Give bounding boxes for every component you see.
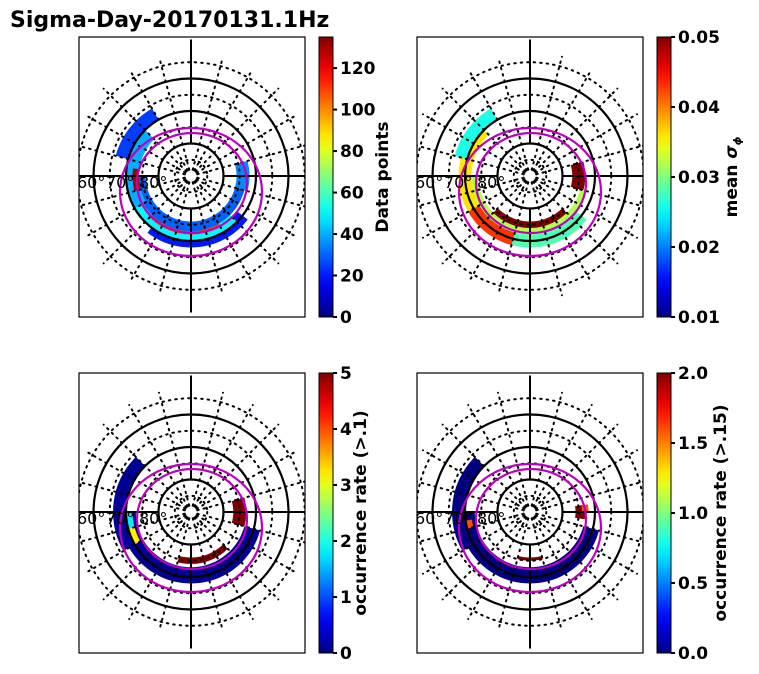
lat-tick-label: 60° (415, 509, 443, 528)
colorbar (318, 372, 334, 654)
oval-inner-boundary (474, 467, 588, 571)
colorbar-tick-label: 100 (340, 101, 376, 121)
oval-outer-boundary (118, 462, 264, 594)
colorbar-tick-label: 1.0 (678, 504, 708, 524)
axes-frame (78, 372, 306, 654)
axes-frame (416, 36, 644, 318)
lat-circle-dotted (512, 494, 548, 530)
data-cell (454, 108, 498, 160)
data-cell (126, 130, 155, 209)
colorbar-tick-label: 0.04 (678, 98, 720, 118)
figure-title: Sigma-Day-20170131.1Hz (10, 8, 329, 33)
lat-circle-solid (157, 478, 225, 546)
colorbar-tick-label: 0.5 (678, 574, 708, 594)
colorbar-tick-label: 0 (340, 644, 352, 664)
axes-frame (416, 372, 644, 654)
colorbar-tick-label: 60 (340, 184, 364, 204)
colorbar-tick-label: 2.0 (678, 364, 708, 384)
colorbar-label: occurrence rate (>.15) (711, 404, 731, 621)
colorbar-label: Data points (373, 121, 393, 232)
lat-tick-label: 60° (77, 173, 105, 192)
lat-tick-label: 80° (139, 509, 167, 528)
colorbar-tick-label: 4 (340, 420, 352, 440)
lat-circle-dotted (173, 494, 209, 530)
panel-top-left: 60° 70° 80° 0 20 40 60 80 100 120 Data points (77, 36, 393, 328)
data-cell (134, 203, 237, 241)
oval-inner-boundary (135, 467, 249, 571)
plot-area: 60° 70° 80° (415, 375, 643, 649)
data-cell (128, 527, 141, 545)
lat-circle-dotted (512, 158, 548, 194)
oval-outer-boundary (457, 126, 603, 258)
colorbar-tick-label: 3 (340, 476, 352, 496)
colorbar-tick-label: 0.01 (678, 308, 720, 328)
oval-outer-boundary (118, 126, 264, 258)
colorbar-tick-label: 0.05 (678, 28, 720, 48)
colorbar-label: mean σϕ (722, 136, 744, 217)
lat-tick-label: 80° (477, 509, 505, 528)
lat-circle-solid (496, 142, 564, 210)
lat-circle-solid (157, 142, 225, 210)
colorbar-tick-label: 0.02 (678, 238, 720, 258)
data-cell (135, 176, 245, 232)
lat-tick-label: 70° (444, 173, 472, 192)
colorbar-tick-label: 0.03 (678, 168, 720, 188)
lat-circle-solid (496, 478, 564, 546)
oval-outer-boundary (457, 462, 603, 594)
colorbar-tick-label: 120 (340, 59, 376, 79)
data-cell (471, 176, 587, 235)
colorbar (656, 372, 672, 654)
lat-circle-dotted (173, 158, 209, 194)
colorbar (656, 36, 672, 318)
data-cell (115, 108, 159, 160)
panel-top-right: 60° 70° 80° 0.01 0.02 0.03 0.04 0.05 mean σϕ (415, 28, 744, 328)
colorbar-tick-label: 2 (340, 532, 352, 552)
lat-tick-label: 70° (106, 509, 134, 528)
colorbar (318, 36, 334, 318)
plot-area: 60° 70° 80° (415, 39, 643, 313)
lat-tick-label: 80° (477, 173, 505, 192)
colorbar-tick-label: 80 (340, 142, 364, 162)
axes-frame (78, 36, 306, 318)
colorbar-tick-label: 0.0 (678, 644, 708, 664)
colorbar-tick-label: 20 (340, 267, 364, 287)
colorbar-label: occurrence rate (>.1) (351, 410, 371, 615)
plot-area: 60° 70° 80° (77, 375, 305, 649)
lat-tick-label: 60° (77, 509, 105, 528)
lat-tick-label: 80° (139, 173, 167, 192)
colorbar-tick-label: 40 (340, 225, 364, 245)
lat-tick-label: 60° (415, 173, 443, 192)
lat-tick-label: 70° (444, 509, 472, 528)
colorbar-tick-label: 1.5 (678, 434, 708, 454)
colorbar-tick-label: 1 (340, 588, 352, 608)
colorbar-tick-label: 0 (340, 308, 352, 328)
panel-bottom-left: 60° 70° 80° 0 1 2 3 4 5 occurrence rate (>.1) (77, 364, 371, 664)
lat-tick-label: 70° (106, 173, 134, 192)
oval-inner-boundary (135, 131, 249, 235)
plot-area: 60° 70° 80° (77, 39, 305, 313)
oval-inner-boundary (474, 131, 588, 235)
colorbar-tick-label: 5 (340, 364, 352, 384)
